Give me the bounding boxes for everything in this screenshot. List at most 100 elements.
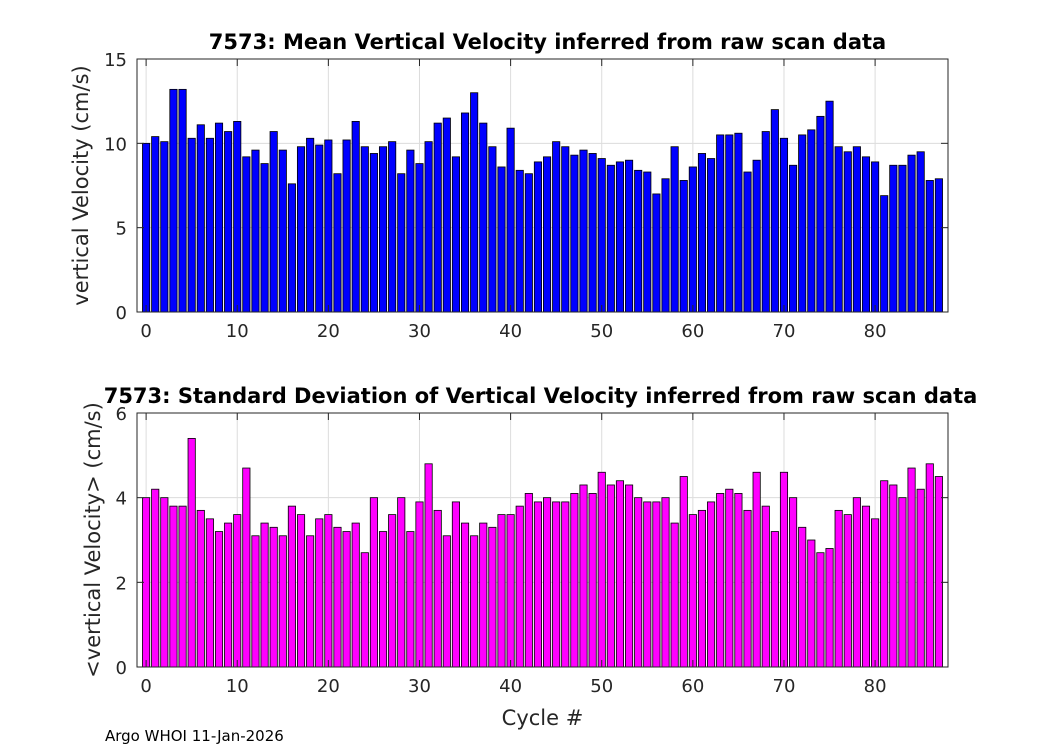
bar — [816, 552, 825, 668]
bar — [588, 153, 597, 313]
bar — [871, 518, 880, 668]
x-tick-label: 50 — [590, 321, 613, 342]
bar — [488, 526, 497, 668]
bar — [451, 156, 460, 313]
bar — [716, 493, 725, 668]
x-tick-label: 60 — [681, 321, 704, 342]
x-tick-label: 10 — [226, 321, 249, 342]
bar — [242, 156, 251, 313]
bar — [597, 471, 606, 668]
bar — [798, 134, 807, 313]
bar — [524, 173, 533, 313]
bar — [606, 484, 615, 668]
bar — [406, 531, 415, 668]
bar — [679, 476, 688, 668]
bar — [634, 497, 643, 668]
bar — [761, 131, 770, 313]
bar — [907, 467, 916, 668]
bar — [342, 531, 351, 668]
bar — [151, 488, 160, 668]
bar — [634, 169, 643, 313]
bar — [178, 88, 187, 313]
bar — [187, 437, 196, 668]
bar — [533, 501, 542, 668]
bar — [205, 137, 214, 313]
y-tick-label: 5 — [116, 219, 127, 240]
x-tick-label: 20 — [317, 321, 340, 342]
bar — [889, 484, 898, 668]
bar — [734, 493, 743, 668]
bar — [697, 153, 707, 313]
bar — [378, 531, 388, 668]
bar — [707, 158, 716, 313]
x-axis-label: Cycle # — [502, 706, 584, 730]
bar — [214, 122, 224, 313]
bar — [643, 501, 652, 668]
y-axis-label: vertical Velocity (cm/s) — [69, 65, 93, 305]
bar — [752, 471, 761, 668]
bar — [470, 92, 479, 313]
x-tick-label: 20 — [317, 676, 340, 697]
bar — [315, 518, 324, 668]
bar — [779, 137, 789, 313]
bar — [615, 480, 625, 668]
bar — [224, 131, 233, 313]
bar — [652, 193, 661, 313]
bar — [205, 518, 214, 668]
bar — [925, 180, 934, 313]
bar — [269, 526, 278, 668]
bar — [315, 144, 324, 313]
axes-box — [136, 58, 949, 313]
x-tick-label: 60 — [681, 676, 704, 697]
bar — [506, 127, 515, 313]
bar — [533, 161, 542, 313]
x-tick-label: 10 — [226, 676, 249, 697]
bar — [306, 137, 315, 313]
bar — [861, 505, 871, 668]
bar — [451, 501, 460, 668]
y-tick-label: 2 — [116, 573, 127, 594]
bar — [251, 149, 260, 313]
bar — [625, 484, 634, 668]
bar — [488, 146, 497, 313]
bar — [351, 522, 360, 668]
bar — [178, 505, 187, 668]
bar — [360, 146, 369, 313]
x-tick-label: 50 — [590, 676, 613, 697]
bar — [725, 134, 734, 313]
bar — [424, 141, 433, 313]
bar — [224, 522, 233, 668]
bar — [278, 149, 287, 313]
y-tick-label: 6 — [116, 404, 127, 425]
bar — [543, 156, 552, 313]
bar — [934, 178, 943, 313]
bar — [825, 100, 834, 313]
bar — [588, 493, 597, 668]
bar — [233, 121, 242, 313]
x-tick-label: 40 — [499, 321, 522, 342]
bar — [561, 146, 570, 313]
bar — [196, 509, 205, 668]
bar — [652, 501, 661, 668]
bar — [670, 522, 679, 668]
bar — [543, 497, 552, 668]
bar — [369, 153, 378, 313]
bar — [789, 497, 798, 668]
bar — [524, 493, 533, 668]
y-tick-label: 10 — [104, 134, 127, 155]
bar — [880, 195, 889, 313]
bar — [552, 501, 561, 668]
bar — [734, 132, 743, 313]
bar — [497, 514, 506, 668]
bar — [916, 488, 925, 668]
chart-title: 7573: Standard Deviation of Vertical Vel… — [104, 384, 978, 408]
bar — [679, 180, 688, 313]
bar — [151, 136, 160, 313]
bar — [515, 169, 524, 313]
bar — [233, 514, 242, 668]
bar — [861, 156, 871, 313]
bar — [898, 497, 907, 668]
bar — [424, 463, 433, 668]
